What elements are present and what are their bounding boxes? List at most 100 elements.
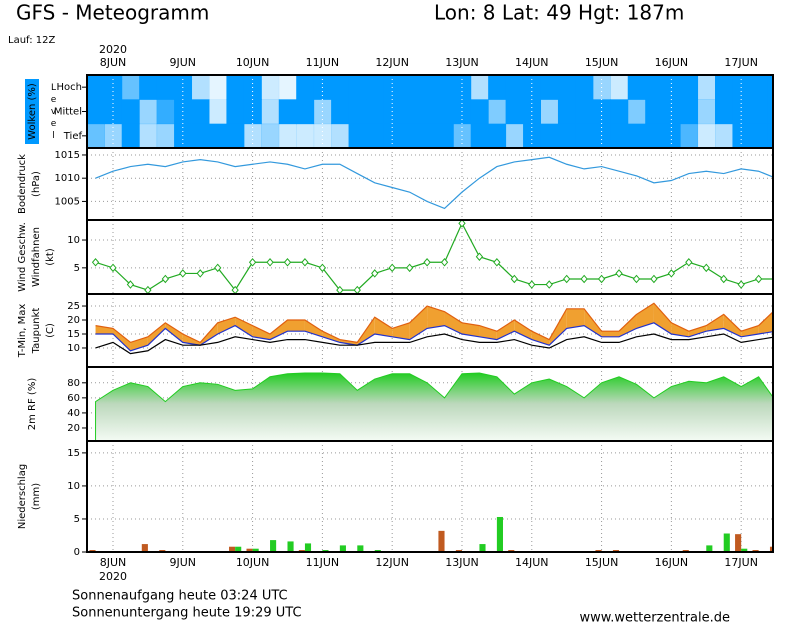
bar: [496, 516, 503, 552]
y-axis-title: (mm): [31, 483, 42, 510]
cloud-cell: [278, 99, 297, 125]
temp-band: [584, 308, 602, 337]
temp-band: [706, 314, 724, 332]
marker: [458, 220, 466, 228]
cloud-cell: [645, 123, 664, 148]
marker: [440, 258, 449, 267]
cloud-cell: [714, 123, 733, 148]
marker: [126, 280, 135, 289]
cloud-cell: [540, 123, 559, 148]
cloud-cell: [226, 123, 245, 148]
marker: [580, 274, 588, 284]
marker: [109, 263, 117, 273]
line: [95, 322, 773, 352]
x-tick-label: 10JUN: [236, 556, 270, 569]
panel-frame: [86, 440, 774, 553]
panel-frame: [86, 147, 774, 221]
y-tick-label: 5: [74, 263, 80, 274]
cloud-cell: [296, 75, 315, 100]
temp-band: [322, 331, 340, 343]
cloud-cell: [645, 75, 664, 100]
x-tick-label: 15JUN: [585, 556, 619, 569]
cloud-cell: [139, 75, 158, 100]
cloud-cell: [488, 99, 507, 125]
level-name: Mittel: [54, 107, 82, 118]
cloud-cell: [610, 123, 629, 148]
x-tick-label: 11JUN: [306, 56, 340, 69]
sunrise: Sonnenaufgang heute 03:24 UTC: [72, 589, 288, 604]
cloud-cell: [139, 99, 158, 125]
bar: [438, 530, 445, 552]
level-label: Level: [49, 83, 59, 143]
cloud-cell: [121, 123, 140, 148]
cloud-cell: [767, 75, 773, 100]
temp-band: [270, 320, 288, 340]
temp-band: [514, 320, 532, 340]
cloud-cell: [627, 75, 646, 100]
cloud-cell: [139, 123, 158, 148]
x-tick-label: 9JUN: [170, 556, 197, 569]
cloud-cell: [575, 99, 594, 125]
panel-bar: [87, 441, 773, 552]
marker: [685, 258, 693, 267]
cloud-cell: [680, 75, 699, 100]
y-axis-title: (hPa): [31, 171, 42, 197]
marker: [632, 274, 641, 284]
cloud-cell: [400, 75, 419, 100]
cloud-cell: [470, 75, 489, 100]
temp-band: [758, 311, 773, 334]
marker: [248, 258, 257, 267]
temp-band: [217, 317, 236, 334]
line: [95, 333, 773, 355]
x-tick-label: 17JUN: [724, 556, 758, 569]
marker: [161, 274, 170, 284]
bar: [229, 546, 236, 552]
temp-band: [444, 311, 462, 334]
y-tick-label: 60: [67, 393, 80, 404]
temp-band: [235, 317, 253, 337]
marker: [405, 263, 414, 273]
cloud-cell: [505, 99, 524, 125]
x-tick-label: 14JUN: [515, 56, 549, 69]
marker: [528, 280, 536, 289]
cloud-cell: [87, 99, 105, 125]
cloud-cell: [610, 99, 629, 125]
line: [95, 221, 773, 292]
cloud-cell: [714, 75, 733, 100]
bar: [357, 545, 364, 552]
cloud-cell: [331, 123, 350, 148]
cloud-cell: [348, 123, 367, 148]
marker: [475, 252, 484, 261]
cloud-cell: [278, 123, 297, 148]
y-tick-label: 0: [74, 547, 80, 558]
x-tick-label: 12JUN: [375, 556, 409, 569]
temp-band: [636, 303, 654, 329]
y-axis-title: T-Min, Max: [17, 304, 28, 359]
line: [95, 156, 773, 210]
cloud-cell: [156, 75, 175, 100]
temp-band: [182, 333, 201, 346]
cloud-cell: [505, 123, 524, 148]
x-tick-label: 15JUN: [585, 56, 619, 69]
temp-band: [427, 306, 445, 329]
y-axis-title: Taupunkt: [31, 308, 42, 355]
cloud-cell: [261, 99, 280, 125]
cloud-cell: [400, 99, 419, 125]
x-tick-label: 9JUN: [170, 56, 197, 69]
cloud-cell: [418, 123, 437, 148]
cloud-cell: [208, 123, 227, 148]
cloud-cell: [331, 75, 350, 100]
y-tick-label: 1005: [55, 196, 80, 207]
marker: [371, 269, 379, 278]
marker: [388, 263, 396, 273]
level-name: Hoch: [57, 82, 82, 93]
y-axis-title: Windfahnen: [31, 227, 42, 287]
cloud-cell: [296, 99, 315, 125]
bar: [235, 546, 242, 552]
bar: [735, 534, 742, 552]
marker: [720, 274, 728, 284]
cloud-cell: [488, 75, 507, 100]
cloud-cell: [191, 75, 210, 100]
cloud-cell: [540, 75, 559, 100]
cloud-cell: [208, 99, 227, 125]
